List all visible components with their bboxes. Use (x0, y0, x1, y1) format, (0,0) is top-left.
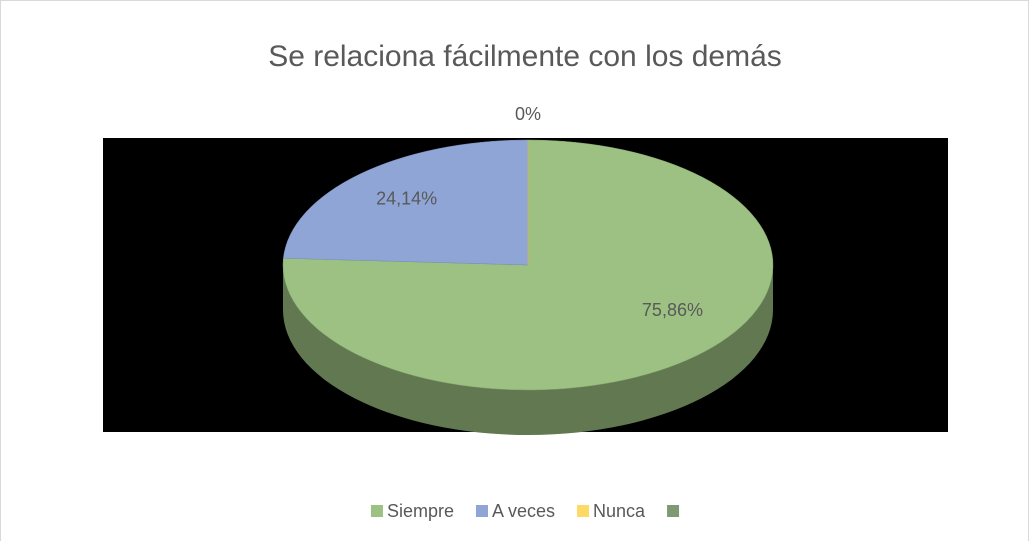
legend: Siempre A veces Nunca (370, 501, 680, 521)
legend-swatch (370, 505, 383, 517)
legend-swatch (667, 505, 680, 517)
data-label: 75,86% (642, 300, 703, 320)
slice (283, 139, 529, 266)
legend-label: A veces (492, 501, 555, 521)
legend-swatch (577, 505, 590, 517)
slice-side (283, 265, 773, 435)
legend-label: Siempre (387, 501, 454, 521)
chart-title: Se relaciona fácilmente con los demás (268, 40, 782, 73)
legend-label: Nunca (593, 501, 646, 521)
data-label: 0% (515, 104, 541, 124)
slice (282, 139, 774, 391)
data-label: 24,14% (376, 188, 437, 208)
legend-swatch (475, 505, 488, 517)
